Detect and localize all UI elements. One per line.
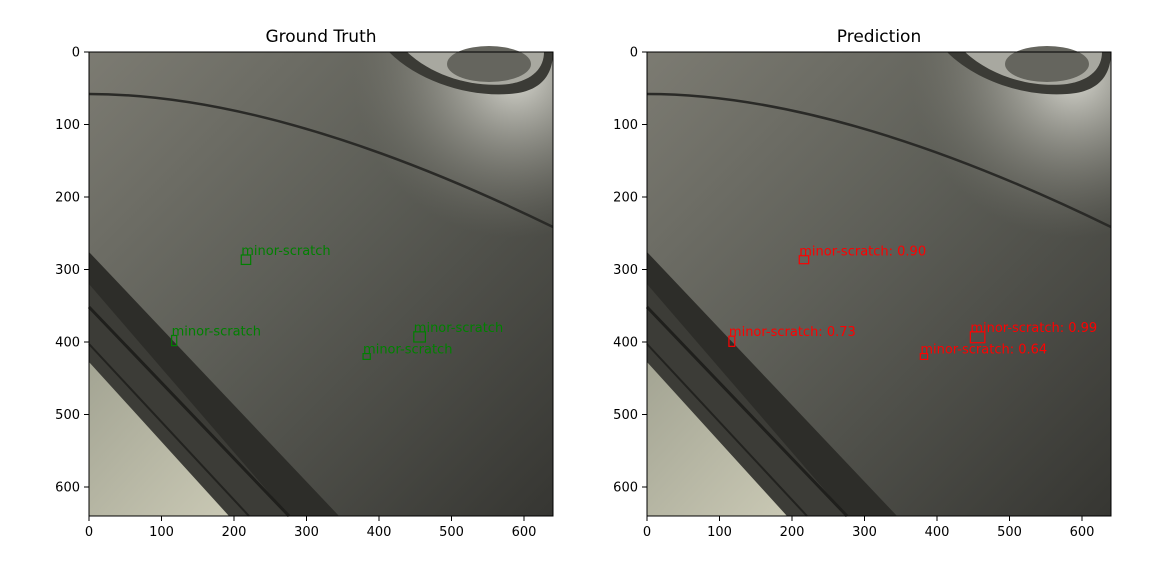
bounding-box-label: minor-scratch: 0.90 bbox=[799, 245, 926, 260]
car-surface-image bbox=[645, 46, 1112, 518]
x-tick-label: 400 bbox=[367, 525, 392, 540]
bounding-box bbox=[919, 353, 929, 361]
x-tick-label: 200 bbox=[222, 525, 247, 540]
car-surface-image bbox=[87, 46, 554, 518]
x-tick-label: 0 bbox=[643, 525, 651, 540]
y-tick-label: 200 bbox=[613, 191, 638, 206]
y-tick-label: 500 bbox=[613, 408, 638, 423]
x-tick-label: 500 bbox=[997, 525, 1022, 540]
bounding-box bbox=[362, 353, 371, 361]
bounding-box-label: minor-scratch bbox=[172, 324, 261, 339]
bounding-box-label: minor-scratch: 0.73 bbox=[729, 325, 856, 340]
x-tick-label: 500 bbox=[439, 525, 464, 540]
bounding-box bbox=[240, 254, 252, 266]
y-tick-label: 500 bbox=[55, 408, 80, 423]
y-tick-label: 100 bbox=[55, 118, 80, 133]
x-tick-label: 300 bbox=[852, 525, 877, 540]
bounding-box bbox=[798, 255, 810, 265]
x-tick-label: 300 bbox=[294, 525, 319, 540]
y-tick-label: 600 bbox=[55, 481, 80, 496]
y-tick-label: 300 bbox=[55, 263, 80, 278]
x-tick-label: 100 bbox=[149, 525, 174, 540]
x-tick-label: 100 bbox=[707, 525, 732, 540]
annotation-boxes: minor-scratch minor-scratch minor-scratch m… bbox=[171, 244, 503, 361]
y-tick-label: 100 bbox=[613, 118, 638, 133]
y-axis: 0 100 200 300 400 500 600 bbox=[55, 46, 89, 496]
bounding-box-label: minor-scratch bbox=[363, 343, 452, 358]
bounding-box-label: minor-scratch: 0.64 bbox=[920, 343, 1047, 358]
x-tick-label: 600 bbox=[512, 525, 537, 540]
image-frame bbox=[646, 51, 1112, 517]
bounding-box-label: minor-scratch: 0.99 bbox=[970, 321, 1097, 336]
y-axis: 0 100 200 300 400 500 600 bbox=[613, 46, 647, 496]
y-tick-label: 600 bbox=[613, 481, 638, 496]
panel-title: Ground Truth bbox=[265, 27, 376, 47]
image-frame bbox=[88, 51, 554, 517]
y-tick-label: 0 bbox=[72, 46, 80, 61]
x-axis: 0 100 200 300 400 500 600 bbox=[85, 516, 537, 540]
bounding-box bbox=[171, 334, 178, 347]
x-tick-label: 200 bbox=[780, 525, 805, 540]
annotation-boxes: minor-scratch: 0.90 minor-scratch: 0.73 mi… bbox=[728, 245, 1097, 361]
x-axis: 0 100 200 300 400 500 600 bbox=[643, 516, 1095, 540]
x-tick-label: 0 bbox=[85, 525, 93, 540]
x-tick-label: 400 bbox=[925, 525, 950, 540]
panel-title: Prediction bbox=[837, 27, 921, 47]
y-tick-label: 0 bbox=[630, 46, 638, 61]
bounding-box-label: minor-scratch bbox=[241, 244, 330, 259]
bounding-box bbox=[728, 335, 736, 347]
bounding-box bbox=[413, 331, 426, 343]
y-tick-label: 400 bbox=[55, 336, 80, 351]
y-tick-label: 400 bbox=[613, 336, 638, 351]
y-tick-label: 300 bbox=[613, 263, 638, 278]
prediction-panel: Prediction minor-scratch: 0.90minor-scra… bbox=[613, 27, 1112, 540]
bounding-box-label: minor-scratch bbox=[414, 321, 503, 336]
y-tick-label: 200 bbox=[55, 191, 80, 206]
x-tick-label: 600 bbox=[1070, 525, 1095, 540]
bounding-box bbox=[969, 331, 986, 344]
